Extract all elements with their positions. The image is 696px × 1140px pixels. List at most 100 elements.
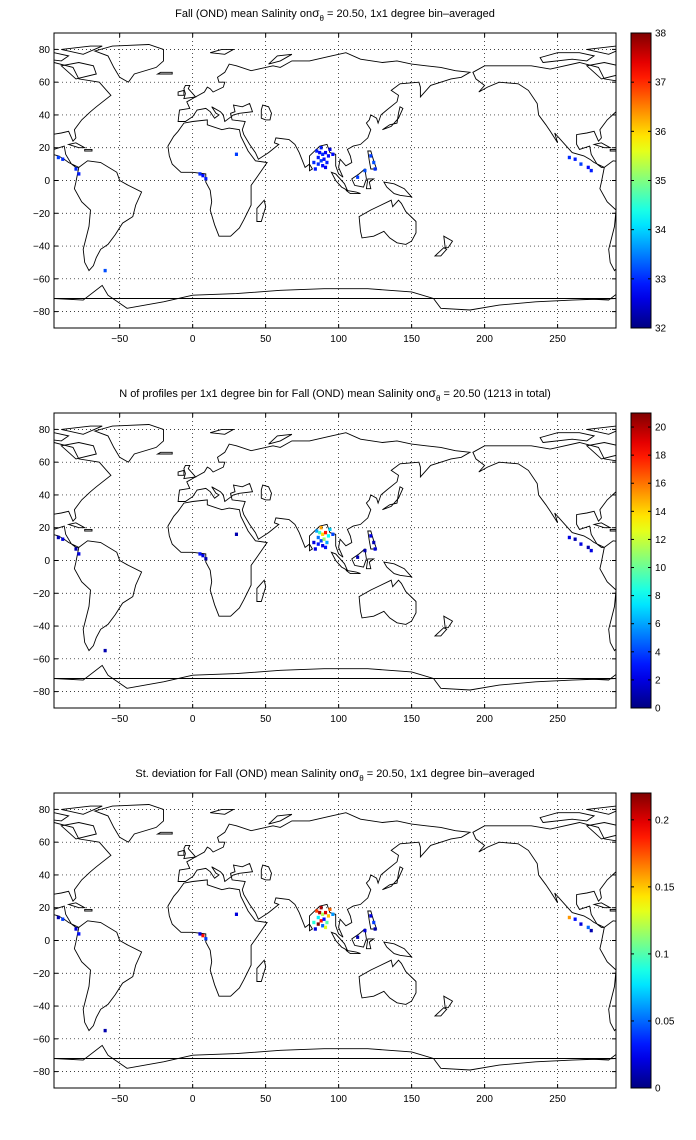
data-cell [589,928,593,933]
colorbar-tick-label: 36 [655,127,667,138]
x-tick-label: −50 [111,334,128,345]
title-sigma-subscript: θ [359,774,364,783]
data-cell [373,167,377,171]
coastline [358,579,417,625]
x-tick-label: −50 [111,714,128,725]
data-cell [201,173,205,178]
title-text-end: = 20.50, 1x1 degree bin–averaged [324,8,495,20]
data-cell [369,914,373,918]
coastline [351,548,367,568]
x-tick-label: 100 [330,714,347,725]
data-cell [325,920,329,925]
data-cell [331,912,335,916]
data-cell [103,648,107,653]
y-tick-label: −40 [33,1002,50,1013]
data-cell [201,933,205,938]
data-cells [56,906,593,1033]
colorbar-tick-label: 8 [655,591,661,602]
coastline [472,822,616,928]
title-text-end: = 20.50 (1213 in total) [440,388,550,400]
data-cell [369,154,373,158]
coastline [54,822,112,928]
coastline [383,181,413,198]
y-tick-label: 0 [44,556,50,567]
data-cell [586,545,590,550]
data-cell [321,544,325,548]
coastline [54,1044,616,1071]
data-cell [373,547,377,551]
data-cell [316,922,320,926]
coastline [358,199,417,245]
data-cell [315,909,319,913]
colorbar-tick-label: 16 [655,479,667,490]
data-cell [567,155,571,160]
title-sigma: σ [312,6,320,20]
colorbar-tick-label: 0 [655,704,661,715]
coastline [66,902,87,909]
data-cell [322,917,326,921]
data-cell [573,537,577,541]
coastline [256,959,267,982]
coastline [683,452,696,454]
coastline [268,813,293,825]
coastline [93,44,164,83]
colorbar-tick-label: 12 [655,535,667,546]
coastline [177,89,185,96]
data-cell [77,552,81,556]
data-cell [198,552,202,556]
coastline [365,558,376,570]
data-cell [315,529,319,533]
coastline [183,844,197,860]
data-cell [234,912,238,916]
coastline [433,247,448,257]
coastline [351,168,367,188]
coastline [54,52,70,62]
coastline [54,432,70,442]
data-cell [321,924,325,928]
y-tick-label: 80 [39,45,51,56]
coastline [93,424,164,463]
data-cell [234,152,238,156]
coastline [309,922,314,932]
coastline [586,805,616,815]
data-cell [204,557,208,561]
coastline [472,442,616,548]
colorbar-tick-label: 34 [655,225,667,236]
x-tick-label: 250 [549,714,566,725]
coastline [365,938,376,950]
data-cell [56,535,60,540]
title-text-start: Fall (OND) mean Salinity on [175,8,312,20]
coastline [183,84,197,100]
coastline [66,522,87,529]
data-cell [61,537,65,541]
coastline [539,432,596,443]
data-cell [356,935,360,939]
data-cell [77,172,81,176]
data-cell [319,919,323,923]
y-tick-label: 40 [39,490,51,501]
data-cell [198,932,202,936]
coastline-group [54,44,616,311]
coastline [73,160,143,272]
coastline [309,542,314,552]
coastline [84,148,93,152]
data-cell [204,937,208,941]
x-tick-label: 200 [476,334,493,345]
data-cell [61,917,65,921]
coastline [177,52,472,178]
coastline [155,831,173,835]
data-cell [328,527,332,531]
coastline [210,48,236,55]
y-tick-label: 40 [39,870,51,881]
data-cell [363,168,367,173]
title-sigma-subscript: θ [436,394,441,403]
y-tick-label: −40 [33,242,50,253]
coastline [351,928,367,948]
coastline [54,284,616,311]
grid-lines [54,793,616,1088]
data-cell [318,530,322,535]
x-tick-label: 150 [403,1094,420,1105]
data-cell [372,540,376,545]
y-tick-label: −40 [33,622,50,633]
coastline [54,62,112,168]
